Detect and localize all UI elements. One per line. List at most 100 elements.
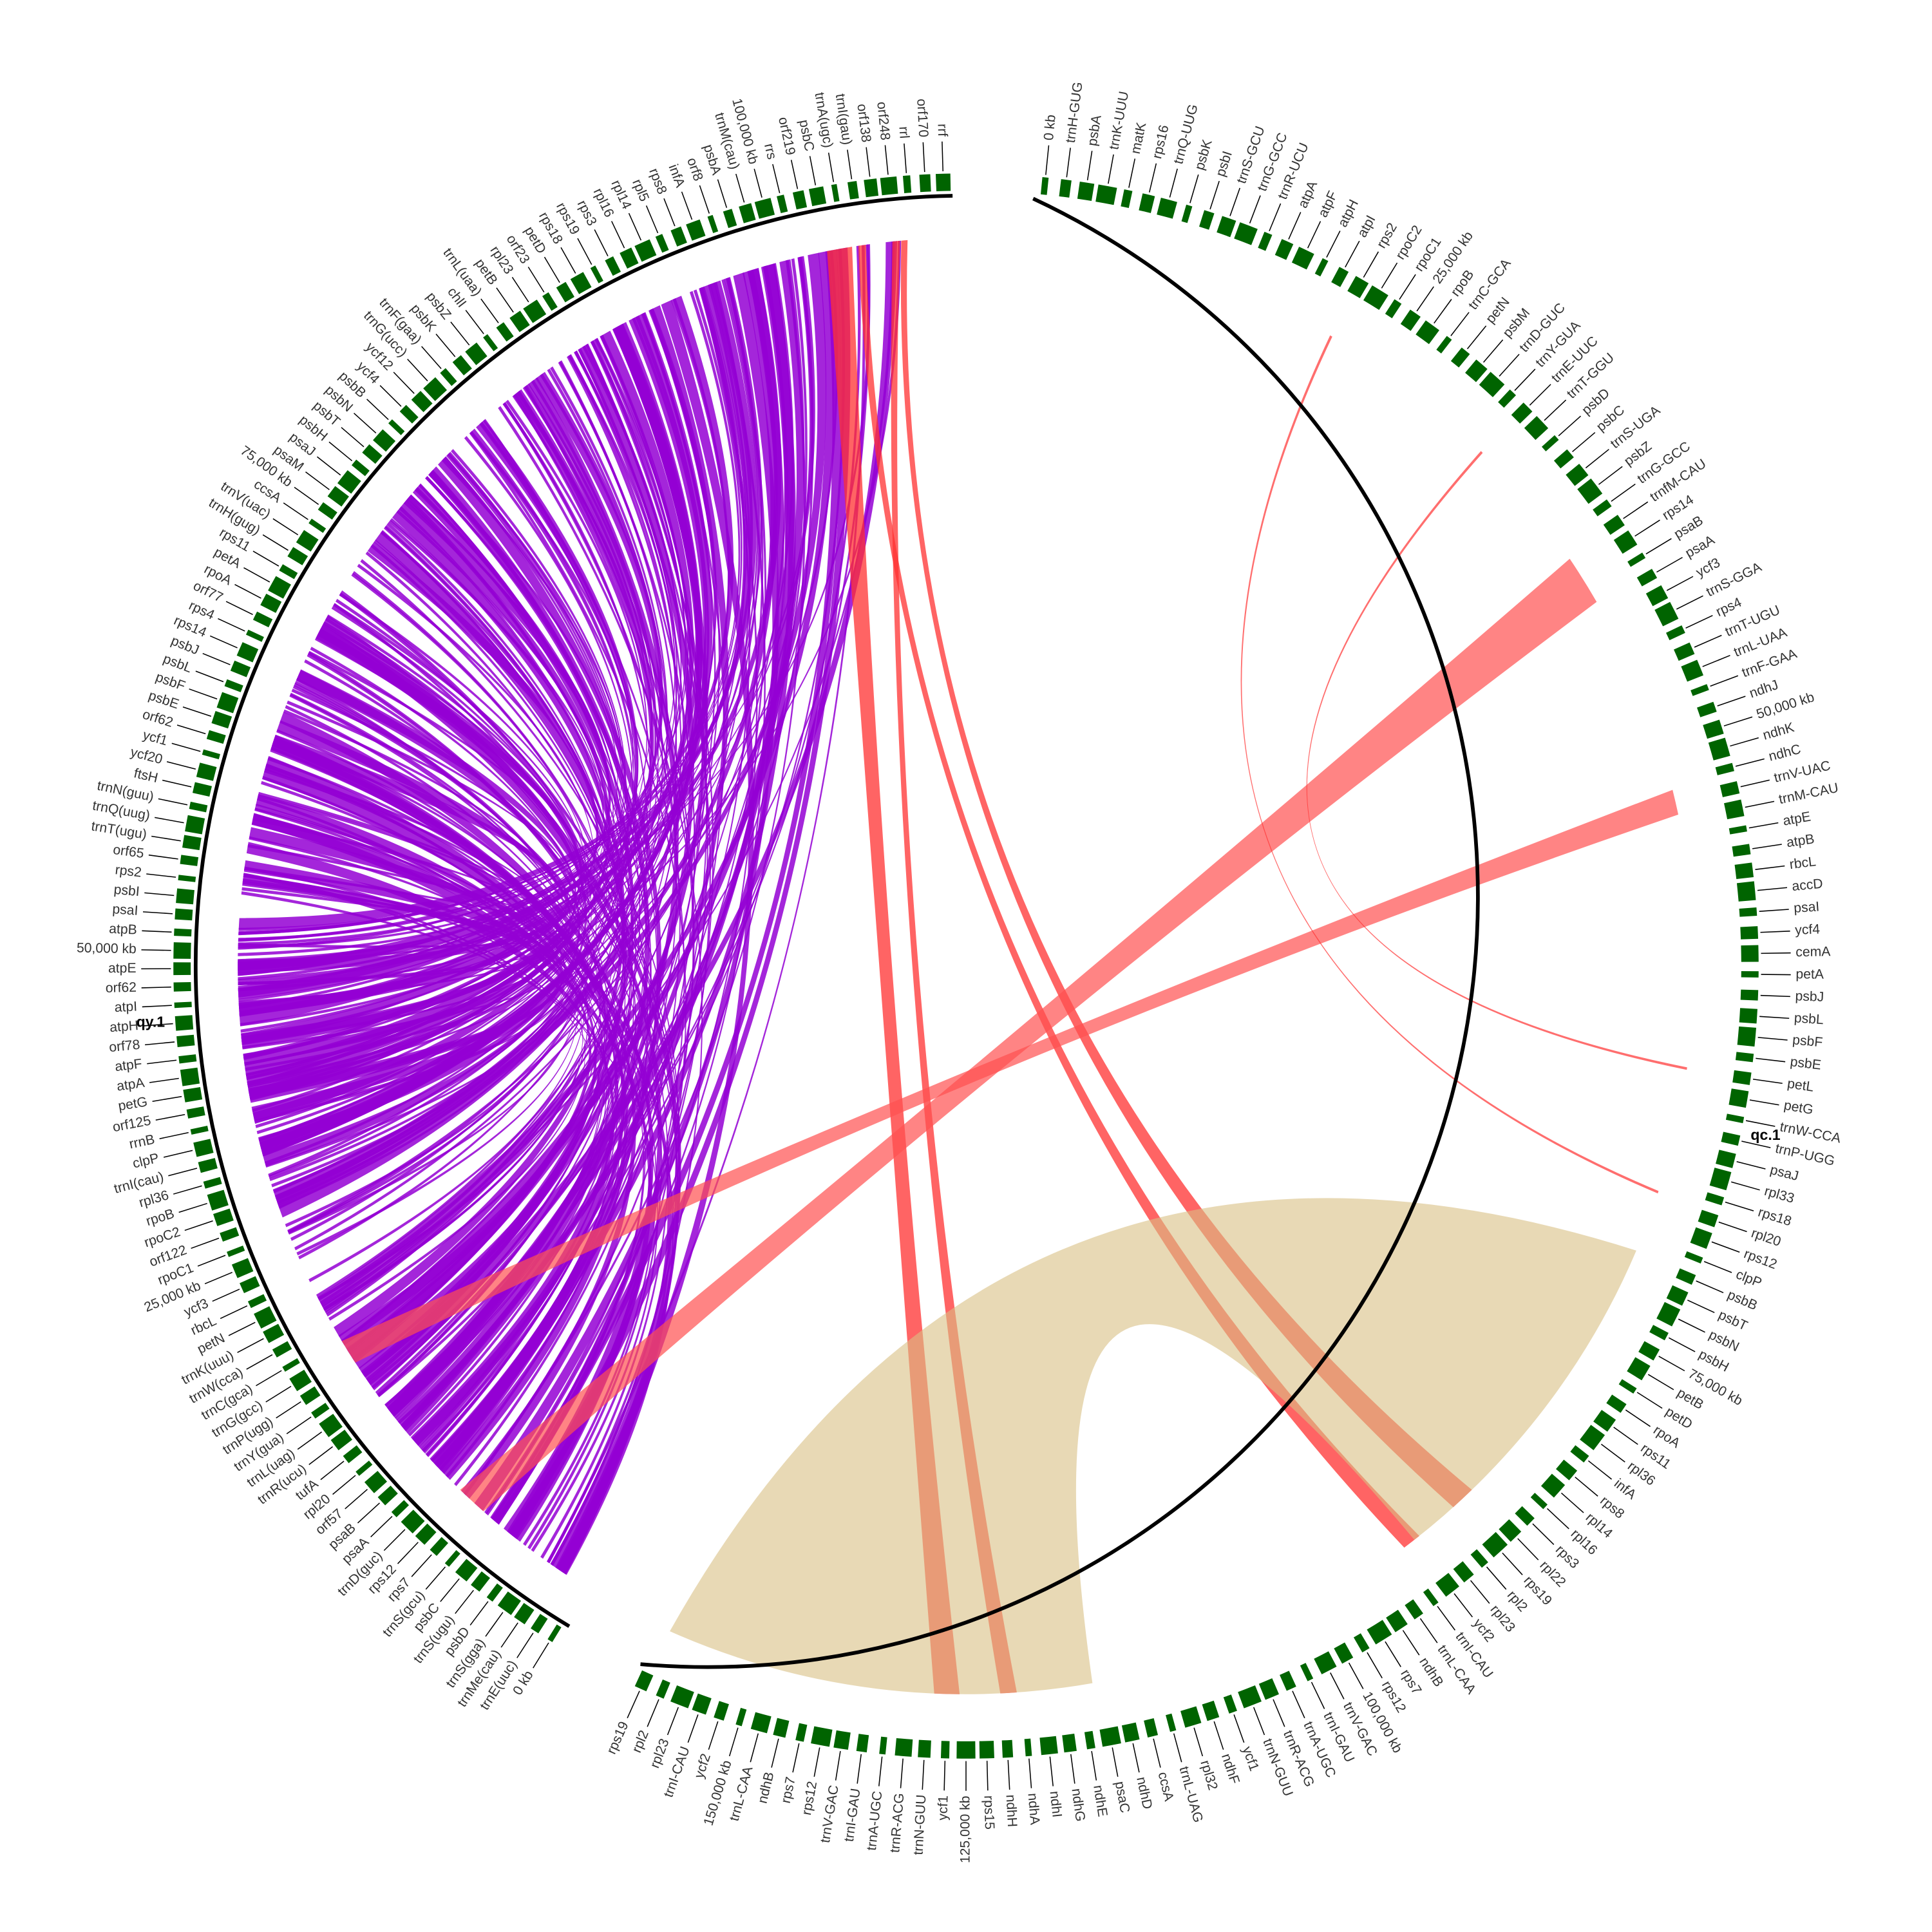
gene-box [1367, 1620, 1392, 1645]
gene-box [213, 1208, 234, 1226]
link-ribbon [290, 379, 663, 1241]
gene-label: rpoB [144, 1206, 176, 1229]
link-ribbon [258, 312, 713, 1150]
gene-box [192, 782, 212, 797]
leader-line [305, 471, 330, 490]
gene-box [1732, 844, 1751, 857]
gene-box [180, 855, 199, 866]
gene-box [178, 875, 196, 882]
gene-box [979, 1741, 994, 1759]
gene-box [415, 1523, 437, 1545]
gene-label: rps2 [115, 862, 142, 880]
leader-line [225, 601, 253, 615]
gene-box [542, 292, 558, 311]
leader-line [228, 1321, 256, 1336]
leader-line [189, 688, 218, 700]
leader-line [262, 534, 289, 551]
leader-line [145, 1041, 175, 1046]
leader-line [1367, 1652, 1383, 1679]
gene-box [935, 173, 951, 192]
gene-box [856, 1734, 869, 1753]
gene-label: petG [117, 1094, 149, 1113]
gene-box [1676, 1268, 1696, 1285]
gene-box [692, 1693, 712, 1715]
leader-line [1725, 1201, 1754, 1212]
gene-box [634, 239, 657, 262]
gene-label: rpl2 [1504, 1588, 1530, 1615]
leader-line [379, 385, 402, 407]
leader-line [283, 502, 308, 520]
gene-box [1741, 971, 1759, 978]
leader-line [1193, 1727, 1204, 1757]
gene-label: rpl33 [1763, 1184, 1795, 1206]
gene-box [739, 203, 756, 223]
leader-line [717, 179, 728, 208]
leader-line [354, 412, 377, 434]
leader-line [357, 1502, 381, 1524]
gene-box [605, 256, 621, 276]
leader-line [1755, 865, 1785, 870]
leader-line [1625, 1409, 1651, 1427]
gene-box [1724, 799, 1745, 820]
leader-line [1363, 251, 1379, 278]
gene-label: atpA [116, 1075, 146, 1094]
gene-box [174, 1001, 192, 1009]
gene-box [1274, 239, 1294, 260]
leader-line [1623, 501, 1649, 519]
gene-box [486, 1583, 503, 1602]
leader-line [155, 817, 184, 824]
gene-box [1453, 1561, 1474, 1583]
gene-box [440, 368, 457, 386]
leader-line [1702, 654, 1730, 667]
gene-box [1181, 204, 1193, 223]
gene-box [1515, 1506, 1535, 1526]
gene-box [174, 928, 192, 937]
leader-line [393, 372, 415, 394]
leader-line [1128, 158, 1136, 188]
gene-box [1627, 1357, 1651, 1381]
leader-line [1760, 994, 1790, 998]
leader-line [1748, 822, 1779, 829]
gene-box [401, 1510, 425, 1534]
leader-line [308, 1446, 334, 1465]
gene-label: ycf20 [129, 744, 164, 767]
link-ribbon [267, 757, 589, 1311]
leader-line [1070, 1754, 1075, 1784]
leader-line [790, 160, 799, 189]
gene-label: 0 kb [1041, 114, 1059, 141]
gene-box [362, 444, 383, 464]
leader-line [1381, 262, 1398, 289]
gene-label: psbT [1716, 1307, 1750, 1334]
leader-line [1173, 1733, 1182, 1763]
gene-box [811, 1726, 833, 1747]
leader-line [866, 147, 871, 177]
gene-box [202, 749, 220, 760]
gene-box [1334, 1642, 1354, 1664]
leader-line [667, 1707, 679, 1736]
gene-label: trnT(ugu) [90, 819, 147, 842]
leader-line [1209, 180, 1220, 210]
leader-line [407, 359, 428, 382]
gene-label: matK [1128, 121, 1150, 155]
gene-label: atpB [109, 922, 137, 938]
leader-line [1253, 1707, 1265, 1736]
leader-line [835, 1750, 841, 1781]
leader-line [904, 143, 907, 173]
link-ribbon [351, 573, 626, 1412]
gene-box [864, 178, 879, 198]
gene-box [1099, 1726, 1121, 1747]
gene-label: rps15 [981, 1795, 996, 1830]
leader-line [173, 1185, 202, 1195]
leader-line [155, 1113, 185, 1121]
gene-box [1199, 210, 1215, 230]
gene-box [1180, 1706, 1202, 1728]
gene-box [1511, 402, 1533, 424]
leader-line [1598, 466, 1623, 485]
gene-label: ndhF [1218, 1752, 1242, 1786]
gene-box [1314, 258, 1329, 277]
gene-box [196, 762, 217, 781]
leader-line [828, 152, 835, 182]
gene-box [1499, 1519, 1522, 1542]
leader-line [1585, 449, 1609, 469]
gene-label: psbL [1794, 1010, 1824, 1027]
